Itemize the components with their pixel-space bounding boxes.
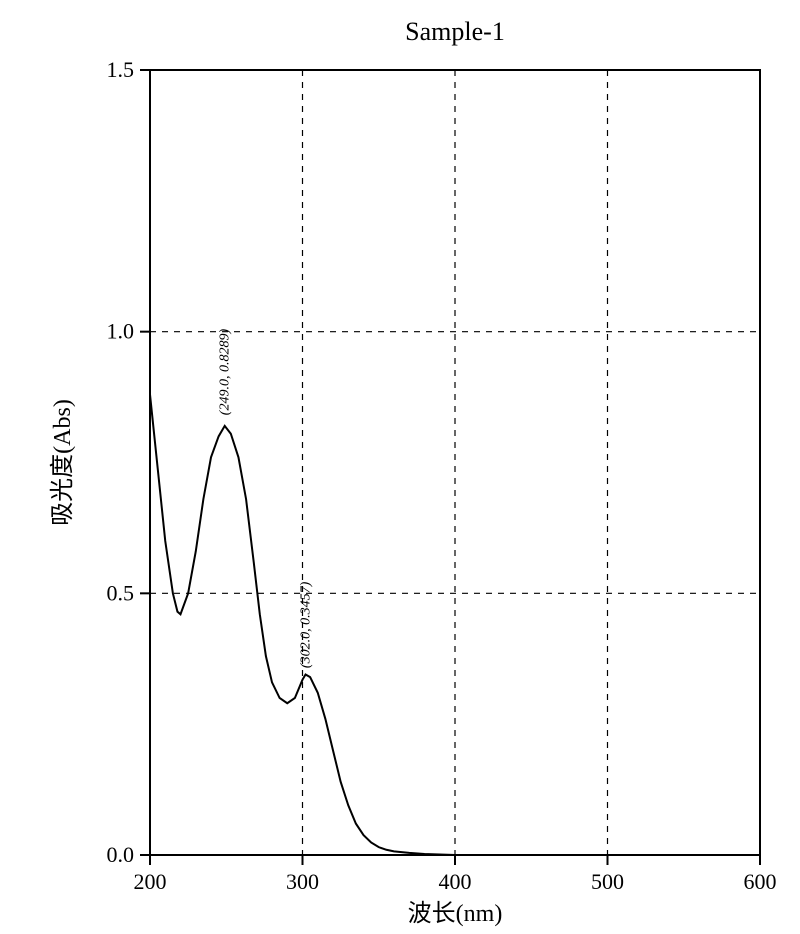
chart-container: 200 300 400 500 600 0.0 0.5 1.0 1.5 Sample-1 波长(nm… bbox=[0, 0, 800, 934]
spectrum-chart: 200 300 400 500 600 0.0 0.5 1.0 1.5 Sample-1 波长(nm… bbox=[0, 0, 800, 934]
x-axis-label: 波长(nm) bbox=[408, 900, 503, 927]
peak-label-1: (249.0, 0.8289) bbox=[218, 329, 233, 416]
xtick-label: 600 bbox=[744, 869, 777, 894]
xtick-label: 400 bbox=[439, 869, 472, 894]
xtick-label: 300 bbox=[286, 869, 319, 894]
xtick-label: 200 bbox=[134, 869, 167, 894]
xtick-label: 500 bbox=[591, 869, 624, 894]
ytick-label: 1.5 bbox=[107, 57, 135, 82]
ytick-label: 0.5 bbox=[107, 580, 135, 605]
plot-border bbox=[150, 70, 760, 855]
peak-label-2: (302.0, 0.3457) bbox=[299, 581, 314, 668]
chart-title: Sample-1 bbox=[405, 17, 505, 46]
y-axis-label: 吸光度(Abs) bbox=[49, 399, 76, 526]
ytick-label: 1.0 bbox=[107, 319, 135, 344]
ytick-label: 0.0 bbox=[107, 842, 135, 867]
